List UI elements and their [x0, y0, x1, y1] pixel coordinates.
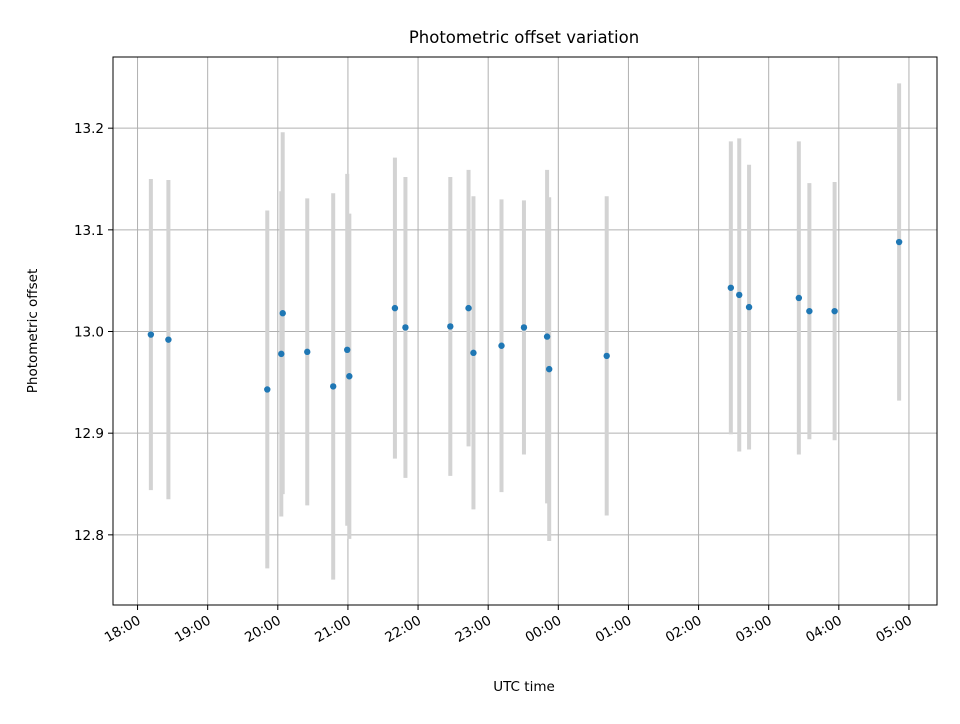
data-point: [520, 324, 528, 331]
data-point: [147, 331, 155, 338]
data-point: [279, 310, 286, 317]
x-gridlines: [137, 57, 910, 605]
y-tick-label: 13.0: [74, 325, 104, 341]
x-axis-label: UTC time: [493, 679, 555, 695]
data-point: [470, 349, 477, 357]
y-axis-label: Photometric offset: [25, 269, 41, 393]
data-point: [806, 307, 813, 315]
y-axis-ticks: 12.8 12.9 13.0 13.1 13.2: [74, 121, 113, 544]
data-point: [498, 342, 505, 349]
y-tick-label: 12.9: [74, 426, 104, 442]
y-tick-label: 12.8: [74, 528, 104, 544]
data-point: [831, 307, 838, 315]
data-point: [545, 365, 553, 373]
data-point: [330, 383, 337, 390]
data-point: [391, 304, 399, 312]
data-point: [795, 294, 803, 302]
data-point: [895, 238, 903, 246]
data-point: [344, 346, 351, 354]
data-point: [264, 386, 271, 393]
y-tick-label: 13.1: [74, 223, 104, 239]
data-points: [147, 238, 903, 393]
data-point: [402, 324, 409, 331]
data-point: [346, 373, 353, 380]
data-point: [736, 291, 743, 299]
plot-frame: [112, 56, 938, 606]
data-point: [727, 284, 735, 291]
data-point: [447, 323, 454, 330]
chart-title: Photometric offset variation: [409, 28, 639, 47]
data-point: [465, 304, 472, 312]
data-point: [304, 348, 311, 356]
data-point: [745, 303, 753, 311]
data-point: [543, 333, 551, 340]
data-point: [603, 352, 610, 360]
data-point: [278, 350, 285, 358]
data-point: [165, 336, 172, 343]
y-tick-label: 13.2: [74, 121, 104, 137]
